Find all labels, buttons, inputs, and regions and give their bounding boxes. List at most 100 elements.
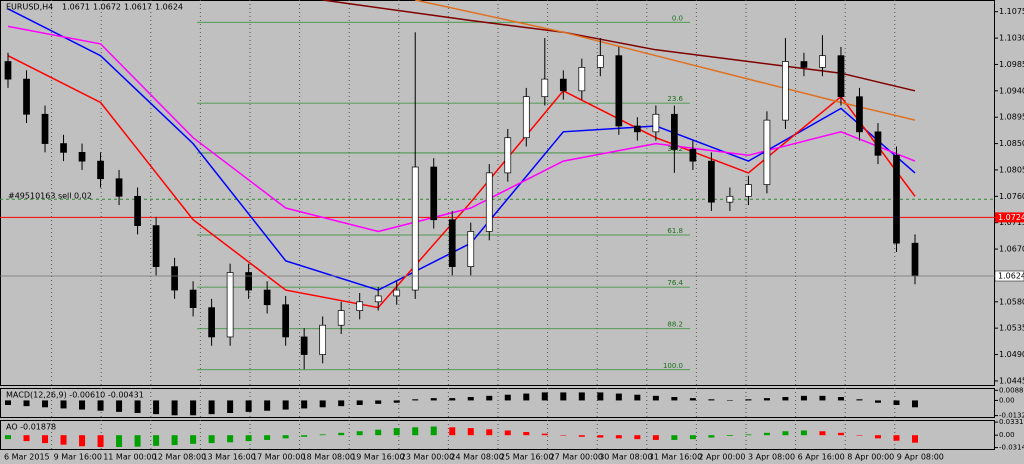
candle-body [300,336,308,355]
histogram-bar [560,435,567,436]
histogram-bar [486,429,493,436]
candle-body [559,78,567,92]
candle-body [337,310,345,326]
candle-body [856,96,863,133]
histogram-bar [689,398,696,401]
histogram-bar [412,399,419,401]
histogram-bar [449,427,456,436]
candle-body [263,289,271,306]
bid-text: 1.0624 [998,272,1024,281]
histogram-bar [726,435,733,436]
histogram-bar [671,435,678,440]
candle-body [911,242,919,277]
histogram-bar [763,398,770,401]
histogram-bar [634,394,641,401]
histogram-bar [42,400,49,408]
histogram-bar [282,400,289,410]
histogram-bar [819,431,826,436]
fib-label: 100.0 [663,362,683,370]
histogram-bar [23,435,30,442]
time-label: 12 Mar 08:00 [153,453,206,462]
histogram-bar [116,400,123,412]
histogram-bar [819,395,826,401]
histogram-bar [208,400,215,415]
fib-label: 0.0 [672,14,683,22]
time-label: 2 Apr 00:00 [698,453,745,462]
candle-body [430,166,438,221]
candle-body [504,137,512,174]
histogram-bar [578,392,585,401]
candle-body [541,78,549,98]
candle-body [578,67,586,92]
histogram-bar [578,435,585,437]
y-tick-label: -0.01327 [999,412,1024,420]
y-tick-label: 1.1075 [999,7,1024,16]
y-tick-label: 1.0940 [999,86,1024,95]
candle-body [819,55,826,68]
histogram-bar [800,430,807,436]
histogram-bar [190,435,197,444]
panel-label: AO -0.01878 [6,423,56,432]
time-label: 11 Mar 00:00 [103,453,156,462]
histogram-bar [375,400,382,404]
histogram-bar [912,400,918,408]
candle-body [745,184,752,197]
y-tick-label: 1.0490 [999,350,1024,359]
time-label: 9 Mar 16:00 [54,453,102,462]
y-tick-label: 0.00 [999,431,1015,439]
histogram-bar [171,435,178,446]
histogram-bar [208,435,215,444]
histogram-bar [338,432,345,436]
histogram-bar [837,432,844,436]
y-tick-label: 1.0805 [999,165,1024,174]
histogram-bar [393,428,400,436]
time-label: 27 Mar 00:00 [550,453,603,462]
time-label: 6 Mar 2015 [4,453,50,462]
y-tick-label: 1.0535 [999,324,1024,333]
histogram-bar [689,435,696,440]
candle-body [448,219,456,267]
histogram-bar [134,400,141,413]
y-tick-label: -0.03146 [999,444,1024,452]
y-tick-label: 0.03312 [999,418,1024,426]
time-label: 13 Mar 16:00 [202,453,255,462]
time-label: 17 Mar 00:00 [252,453,305,462]
header-price: 1.0672 [93,3,121,12]
candle-body [97,160,104,180]
histogram-bar [745,399,752,401]
histogram-bar [782,431,789,436]
histogram-bar [652,395,659,401]
panel-label: MACD(12,26,9) -0.00610 -0.00431 [6,391,144,400]
candle-body [356,301,364,311]
histogram-bar [264,400,271,411]
histogram-bar [745,434,752,436]
candle-body [708,160,715,203]
candle-body [189,289,197,308]
time-label: 31 Mar 16:00 [649,453,702,462]
time-label: 8 Apr 00:00 [847,453,894,462]
histogram-bar [356,400,363,405]
time-label: 6 Apr 16:00 [798,453,845,462]
fib-label: 76.4 [667,279,683,287]
histogram-bar [227,435,234,443]
histogram-bar [856,399,863,401]
candle-body [41,113,49,144]
histogram-bar [42,435,49,444]
candle-body [152,225,160,267]
candle-body [467,231,475,267]
histogram-bar [301,400,308,409]
histogram-bar [227,400,234,413]
histogram-bar [486,395,493,401]
histogram-bar [190,400,197,416]
histogram-bar [671,397,678,401]
histogram-bar [541,392,548,401]
candle-body [782,61,789,121]
histogram-bar [319,400,326,408]
candle-body [522,96,530,139]
order-label: #49510163 sell 0.02 [8,192,92,201]
header-price: 1.0671 [62,3,90,12]
histogram-bar [708,399,715,401]
histogram-bar [467,397,474,401]
